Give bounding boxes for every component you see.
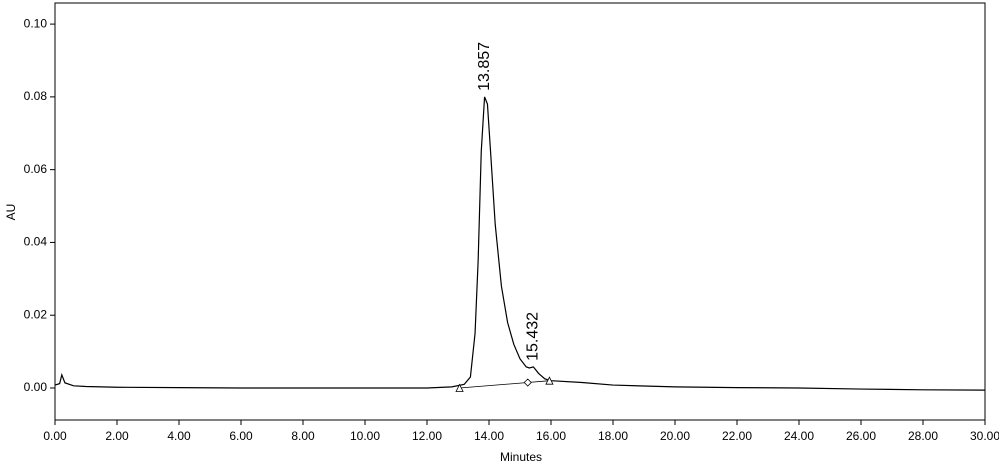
baseline-marker <box>545 376 554 385</box>
y-tick-label: 0.10 <box>24 16 48 30</box>
x-tick-label: 10.00 <box>350 429 380 443</box>
peak-label: 13.857 <box>476 42 493 91</box>
y-tick-label: 0.00 <box>24 380 48 394</box>
x-axis-label: Minutes <box>500 450 542 464</box>
x-tick-label: 18.00 <box>598 429 628 443</box>
x-tick-label: 0.00 <box>43 429 67 443</box>
y-tick-label: 0.06 <box>24 162 48 176</box>
y-tick-label: 0.08 <box>24 89 48 103</box>
x-tick-label: 14.00 <box>474 429 504 443</box>
x-tick-label: 6.00 <box>229 429 253 443</box>
x-tick-label: 12.00 <box>412 429 442 443</box>
signal-line <box>54 96 986 391</box>
baseline-marker <box>523 378 532 387</box>
plot-frame <box>54 2 986 421</box>
peak-label: 15.432 <box>525 312 542 361</box>
x-tick-label: 30.00 <box>970 429 999 443</box>
baseline-marker <box>455 383 464 392</box>
y-tick-label: 0.02 <box>24 307 48 321</box>
x-tick-label: 16.00 <box>536 429 566 443</box>
x-tick-label: 20.00 <box>660 429 690 443</box>
y-tick-label: 0.04 <box>24 235 48 249</box>
baseline <box>459 380 550 389</box>
x-tick-label: 26.00 <box>846 429 876 443</box>
x-tick-label: 22.00 <box>722 429 752 443</box>
x-tick-label: 8.00 <box>291 429 315 443</box>
x-tick-label: 4.00 <box>167 429 191 443</box>
y-axis-label: AU <box>4 204 18 221</box>
x-tick-label: 24.00 <box>784 429 814 443</box>
x-tick-label: 28.00 <box>908 429 938 443</box>
x-tick-label: 2.00 <box>105 429 129 443</box>
